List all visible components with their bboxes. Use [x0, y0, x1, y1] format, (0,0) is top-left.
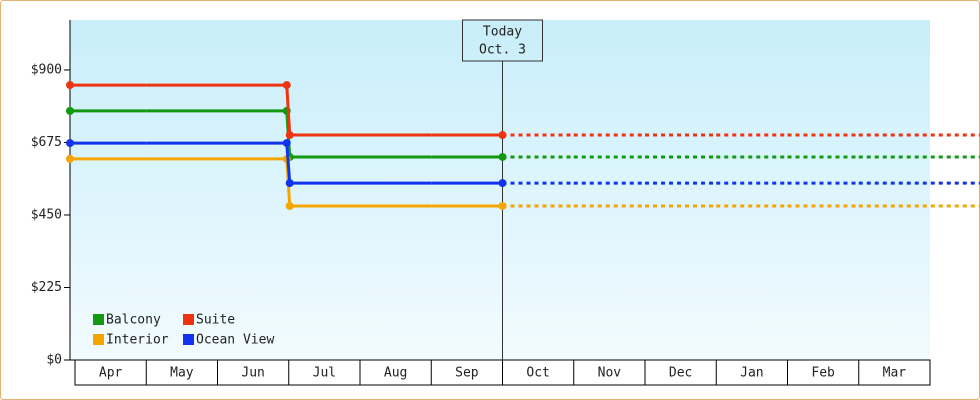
price-point: [66, 106, 74, 115]
price-point: [498, 201, 507, 210]
x-tick-label: Oct: [526, 366, 549, 381]
price-point: [498, 179, 507, 188]
y-tick-label: $675: [31, 135, 62, 150]
legend-label: Suite: [196, 313, 235, 328]
price-point: [282, 81, 291, 90]
price-point: [66, 139, 74, 148]
plot-area: [70, 20, 930, 360]
y-tick-label: $900: [31, 62, 62, 77]
legend-swatch: [183, 314, 194, 325]
today-label: Oct. 3: [479, 43, 526, 58]
x-tick-label: Apr: [99, 366, 123, 381]
x-tick-label: Mar: [883, 366, 907, 381]
x-tick-label: May: [170, 366, 194, 381]
price-point: [282, 139, 291, 148]
y-tick-label: $225: [31, 280, 62, 295]
x-tick-label: Jun: [241, 366, 264, 381]
x-tick-label: Dec: [669, 366, 692, 381]
price-step: [285, 142, 292, 184]
price-point: [285, 131, 294, 140]
legend-swatch: [183, 334, 194, 345]
legend-swatch: [93, 334, 104, 345]
legend-swatch: [93, 314, 104, 325]
x-tick-label: Feb: [811, 366, 835, 381]
legend-label: Ocean View: [196, 333, 274, 348]
y-tick-label: $450: [31, 207, 62, 222]
price-point: [498, 131, 507, 140]
legend-label: Interior: [106, 333, 169, 348]
x-tick-label: Sep: [455, 366, 479, 381]
price-point: [285, 179, 294, 188]
price-point: [66, 81, 74, 90]
today-box: [462, 19, 543, 62]
legend-label: Balcony: [106, 313, 161, 328]
x-tick-label: Jul: [313, 366, 336, 381]
y-tick-label: $0: [46, 353, 62, 368]
price-point: [498, 152, 507, 161]
price-point: [285, 201, 294, 210]
price-point: [66, 154, 74, 163]
x-tick-label: Jan: [740, 366, 763, 381]
x-tick-label: Aug: [384, 366, 407, 381]
today-label: Today: [483, 25, 522, 40]
price-step: [285, 85, 292, 136]
x-tick-label: Nov: [598, 366, 622, 381]
